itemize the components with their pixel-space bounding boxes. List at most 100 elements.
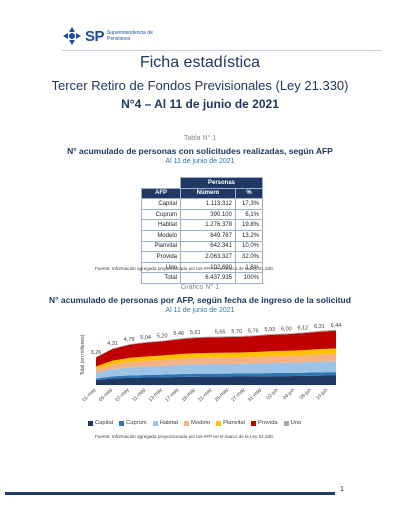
legend-label: Capital	[95, 420, 114, 426]
num-cell: 1.113.312	[180, 198, 236, 210]
area-series-capital	[96, 375, 336, 385]
chart-date: Al 11 de junio de 2021	[165, 307, 235, 314]
afp-cell: Modelo	[141, 229, 181, 242]
logo-text: Superintendencia de Pensiones	[107, 30, 153, 42]
page-subtitle: Tercer Retiro de Fondos Previsionales (L…	[51, 78, 349, 93]
num-cell: 390.100	[180, 208, 236, 221]
x-tick-label: 10-jun	[315, 387, 329, 401]
table-row: Provida 2.063.327 32,0%	[141, 251, 263, 263]
table-row: Habitat 1.276.378 19,8%	[141, 219, 263, 231]
page-title: Ficha estadística	[139, 54, 261, 71]
afp-cell: Habitat	[141, 219, 181, 231]
footer-divider	[5, 492, 335, 495]
table-title: N° acumulado de personas con solicitudes…	[67, 146, 333, 156]
total-data-label: 5,04	[140, 335, 151, 341]
y-axis-label: Total (en millones)	[80, 334, 86, 375]
table-row: Cuprum 390.100 6,1%	[141, 208, 263, 221]
num-cell: 849.787	[180, 229, 236, 242]
pct-cell: 10,0%	[235, 240, 263, 253]
x-tick-label: 13-may	[148, 387, 164, 403]
table-source: Fuente: Información agregada proporciona…	[95, 266, 274, 271]
legend-item: Modelo	[184, 420, 210, 426]
afp-cell: Total	[141, 272, 181, 284]
table-row: Uno 102.690 1,6%	[141, 261, 263, 274]
total-data-label: 4,31	[107, 341, 118, 347]
pct-cell: 32,0%	[235, 251, 263, 263]
edition-date: N°4 – Al 11 de junio de 2021	[121, 97, 279, 111]
legend-swatch	[88, 420, 93, 426]
legend-item: Uno	[283, 420, 302, 426]
total-data-label: 5,76	[248, 329, 259, 335]
legend-swatch	[283, 420, 289, 426]
legend-swatch	[119, 420, 125, 426]
sp-logo: SP Superintendencia de Pensiones	[62, 26, 171, 46]
legend-swatch	[250, 420, 256, 426]
num-cell: 1.276.378	[180, 219, 236, 231]
area-series-habitat	[96, 361, 336, 379]
legend-label: Provida	[257, 420, 278, 426]
header-divider	[62, 50, 382, 51]
afp-cell: Provida	[141, 251, 181, 263]
total-data-label: 5,70	[231, 329, 242, 335]
legend-item: Capital	[88, 420, 113, 426]
total-data-label: 5,61	[190, 330, 201, 336]
legend-label: Uno	[290, 420, 302, 426]
legend-label: Cuprum	[126, 420, 147, 426]
x-tick-label: 11-may	[131, 387, 147, 403]
pct-cell: 13,2%	[235, 229, 263, 242]
afp-cell: Capital	[141, 198, 181, 210]
legend-swatch	[184, 420, 190, 426]
area-series-modelo	[96, 353, 336, 373]
page-number: 1	[340, 486, 344, 493]
afp-cell: Planvital	[141, 240, 181, 253]
total-data-label: 5,20	[157, 333, 168, 339]
total-data-label: 5,46	[173, 331, 184, 337]
table-row: Total 6.437.935 100%	[141, 272, 263, 284]
col-afp-header: AFP	[141, 187, 181, 200]
x-tick-label: 08-jun	[299, 387, 313, 401]
col-pct-header: %	[235, 187, 263, 200]
logo-abbr: SP	[85, 27, 105, 45]
legend-item: Planvital	[216, 420, 245, 426]
pct-cell: 17,3%	[235, 198, 263, 210]
legend-swatch	[152, 420, 158, 426]
total-data-label: 4,79	[124, 337, 135, 343]
area-series-cuprum	[96, 372, 336, 381]
x-tick-label: 04-jun	[282, 387, 296, 401]
col-num-header: Número	[180, 187, 236, 200]
legend-label: Planvital	[223, 420, 245, 426]
total-data-label: 5,65	[215, 330, 226, 336]
chart-title: N° acumulado de personas por AFP, según …	[49, 295, 351, 305]
legend-label: Habitat	[159, 420, 179, 426]
total-data-label: 3,26	[91, 350, 102, 356]
x-tick-label: 19-may	[181, 387, 197, 403]
stacked-area-chart: 3,26 4,31 4,79 5,04 5,20 5,46 5,61 5,65 5,70 5,76…	[80, 323, 342, 403]
x-tick-label: 27-may	[230, 387, 246, 403]
x-tick-label: 21-may	[197, 387, 213, 403]
table-row: Modelo 849.787 13,2%	[141, 229, 263, 242]
x-tick-label: 25-may	[214, 387, 230, 403]
x-tick-label: 07-may	[114, 387, 130, 403]
legend-label: Modelo	[191, 420, 211, 426]
legend-item: Provida	[250, 420, 278, 426]
x-tick-label: 05-may	[98, 387, 114, 403]
num-cell: 642.341	[180, 240, 236, 253]
total-data-label: 6,00	[281, 327, 292, 333]
total-data-label: 5,93	[264, 327, 275, 333]
total-data-label: 6,44	[331, 323, 342, 329]
chart-legend: Capital Cuprum Habitat Modelo Planvital Provi…	[88, 420, 307, 426]
pct-cell: 6,1%	[235, 208, 263, 221]
table-row: Planvital 642.341 10,0%	[141, 240, 263, 253]
x-tick-label: 31-may	[247, 387, 263, 403]
pct-cell: 19,8%	[235, 219, 263, 231]
num-cell: 6.437.935	[180, 272, 236, 284]
logo-mark-icon	[63, 27, 81, 45]
num-cell: 2.063.327	[180, 251, 236, 263]
table-label: Tabla N° 1	[183, 135, 217, 142]
table-date: Al 11 de junio de 2021	[165, 158, 235, 165]
area-series-provida	[96, 330, 336, 367]
group-header: Personas	[180, 177, 263, 189]
x-tick-label: 01-may	[81, 387, 97, 403]
area-series-planvital	[96, 348, 336, 370]
